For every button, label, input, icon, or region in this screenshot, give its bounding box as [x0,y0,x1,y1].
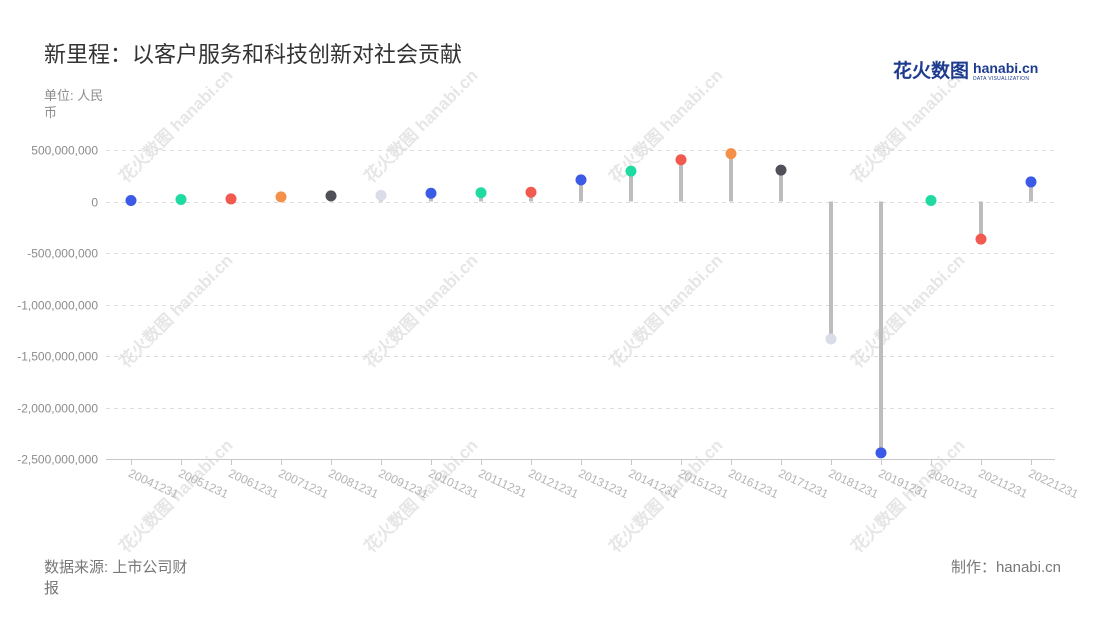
logo-chinese-text: 花火数图 [893,61,970,82]
lollipop-dot [575,174,587,186]
data-source-note: 数据来源: 上市公司财报 [44,559,188,597]
lollipop-dot [375,189,387,201]
y-tick-label: -2,500,000,000 [17,453,98,467]
y-tick-label: -1,500,000,000 [17,350,98,364]
x-tick-label: 20081231 [326,466,381,501]
watermark: 花火数图 hanabi.cn [360,65,482,187]
x-tick-label: 20181231 [826,466,881,501]
credit-note: 制作：hanabi.cn [950,559,1061,576]
y-tick-label: 0 [91,196,98,210]
y-gridlines [106,150,1055,409]
watermark: 花火数图 hanabi.cn [847,250,969,372]
brand-logo: 花火数图 hanabi.cn DATA VISUALIZATION [893,60,1038,84]
unit-label: 单位: 人民币 [44,88,104,120]
lollipop-dot [975,233,987,245]
x-tick-label: 20201231 [926,466,981,501]
lollipop-dot [325,190,337,202]
x-tick-label: 20161231 [726,466,781,501]
y-tick-label: 500,000,000 [31,144,98,158]
lollipop-dot [875,447,887,459]
lollipop-stems [129,153,1033,453]
logo-english-block: hanabi.cn DATA VISUALIZATION [973,60,1038,82]
x-tick-label: 20061231 [226,466,281,501]
lollipop-dot [775,164,787,176]
logo-tagline: DATA VISUALIZATION [973,76,1030,82]
lollipop-dot [925,194,937,206]
y-axis-labels: 500,000,000 0 -500,000,000 -1,000,000,000 -1… [17,144,98,467]
watermark: 花火数图 hanabi.cn [115,65,237,187]
chart-title: 新里程：以客户服务和科技创新对社会贡献 [44,42,463,67]
watermark: 花火数图 hanabi.cn [115,250,237,372]
lollipop-dot [225,193,237,205]
y-tick-label: -500,000,000 [27,247,98,261]
lollipop-dot [275,191,287,203]
logo-english-text: hanabi.cn [973,60,1039,76]
y-tick-label: -2,000,000,000 [17,402,98,416]
lollipop-dot [125,194,137,206]
watermark: 花火数图 hanabi.cn [605,65,727,187]
x-tick-label: 20131231 [576,466,631,501]
watermark: 花火数图 hanabi.cn [605,250,727,372]
lollipop-dot [675,154,687,166]
lollipop-dot [175,193,187,205]
x-tick-label: 20071231 [276,466,331,501]
lollipop-dot [625,165,637,177]
lollipop-dot [475,187,487,199]
lollipop-dot [1025,176,1037,188]
lollipop-dot [525,186,537,198]
x-tick-label: 20121231 [526,466,581,501]
lollipop-dots [125,148,1037,459]
x-tick-label: 20111231 [476,466,529,501]
x-tick-label: 20211231 [976,466,1030,501]
lollipop-dot [425,187,437,199]
lollipop-dot [825,333,837,345]
y-tick-label: -1,000,000,000 [17,299,98,313]
x-tick-label: 20041231 [126,466,181,501]
lollipop-dot [725,148,737,160]
watermark: 花火数图 hanabi.cn [360,250,482,372]
x-tick-label: 20171231 [776,466,831,501]
x-tick-label: 20221231 [1026,466,1081,501]
